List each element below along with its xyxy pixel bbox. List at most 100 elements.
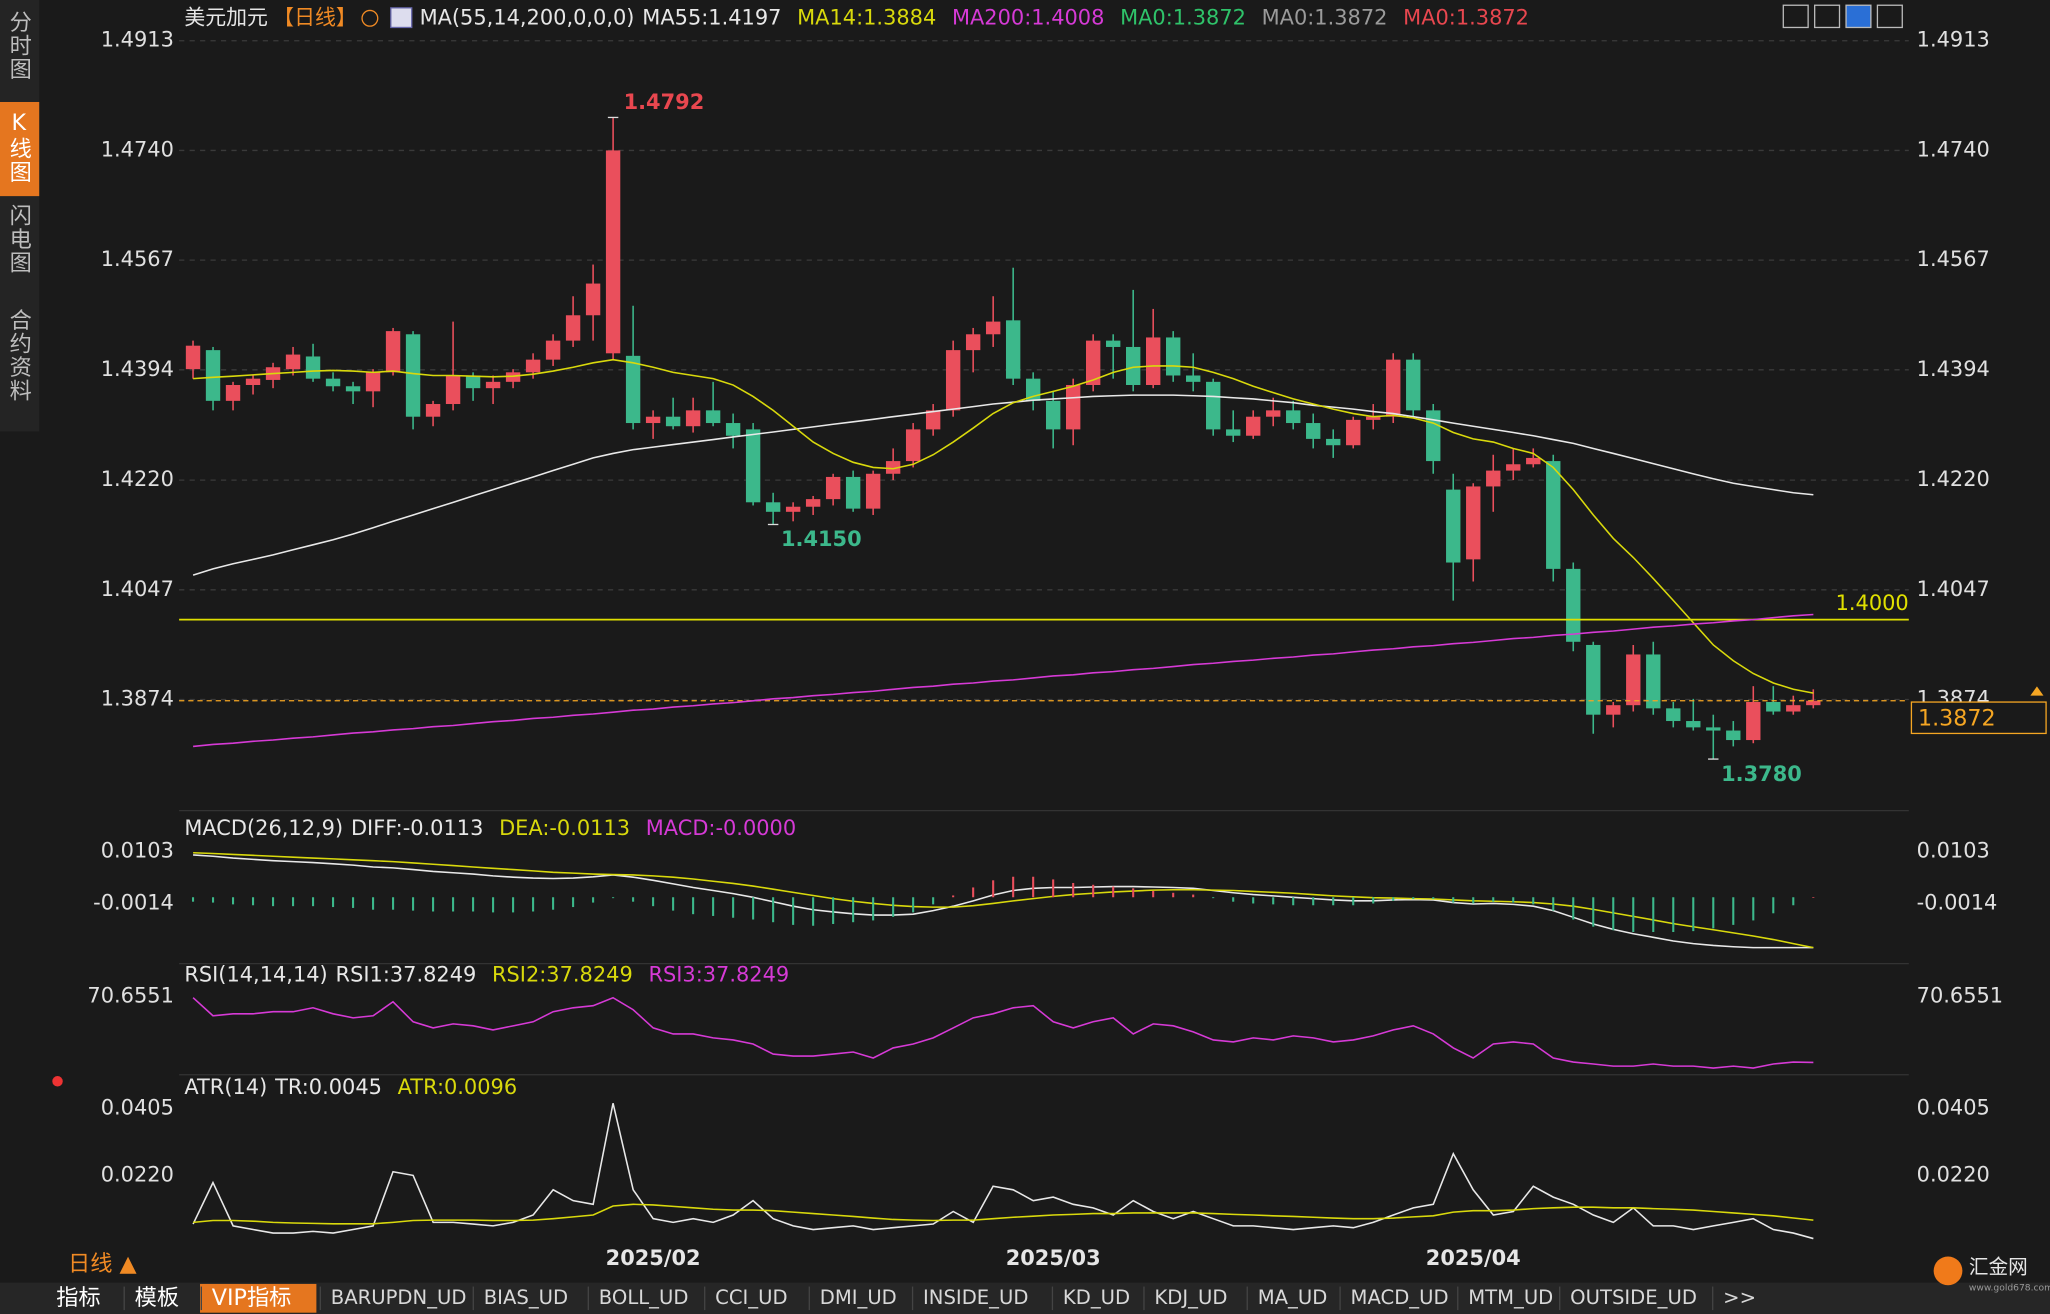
macd-bar <box>1492 897 1495 902</box>
macd-bar <box>932 897 935 905</box>
candle-body <box>245 378 261 386</box>
icon[interactable] <box>1845 4 1872 29</box>
icon[interactable] <box>1782 4 1809 29</box>
series-line <box>193 613 1814 748</box>
candle-body <box>1506 464 1521 471</box>
bottom-tab[interactable]: BOLL_UD <box>599 1286 689 1309</box>
candle-body <box>1766 702 1781 712</box>
macd-bar <box>992 880 995 898</box>
bottom-tab[interactable]: MA_UD <box>1258 1286 1328 1309</box>
macd-bar <box>752 897 755 920</box>
candle-body <box>1646 654 1661 709</box>
candle-body <box>1466 486 1481 560</box>
sidebar-tab[interactable]: K线图 <box>6 110 32 184</box>
chart-indicator: MA(55,14,200,0,0,0) <box>420 5 635 29</box>
sidebar-tab[interactable]: 分时图 <box>6 10 32 81</box>
macd-bar <box>1732 897 1735 925</box>
candle-body <box>665 416 681 427</box>
candle-body <box>445 375 461 405</box>
candle-body <box>1105 340 1121 347</box>
candle-body <box>285 354 301 370</box>
candle-body <box>745 429 761 503</box>
candle-body <box>605 150 621 354</box>
candle-body <box>1005 320 1021 379</box>
macd-bar <box>412 897 415 911</box>
macd-bar <box>872 897 875 921</box>
x-tick-label: 2025/03 <box>1006 1246 1101 1270</box>
candle-body <box>825 476 841 500</box>
macd-bar <box>1592 897 1595 927</box>
y-tick-label-right: 1.4913 <box>1917 28 1990 52</box>
macd-bar <box>972 887 975 898</box>
bottom-tab[interactable]: 模板 <box>135 1285 179 1311</box>
bottom-tab[interactable]: INSIDE_UD <box>923 1286 1028 1309</box>
macd-bar <box>1252 897 1255 904</box>
macd-bar <box>1652 897 1655 933</box>
candle-body <box>1346 419 1361 446</box>
candle-body <box>685 410 701 427</box>
candle-body <box>1626 654 1641 706</box>
period-switch[interactable]: 日线 ▲ <box>68 1251 137 1277</box>
y-tick-label: 0.0103 <box>101 838 174 862</box>
macd-bar <box>1232 897 1235 902</box>
candle-body <box>185 345 201 370</box>
bottom-tab[interactable]: BIAS_UD <box>484 1286 568 1309</box>
candle-body <box>525 359 541 373</box>
bottom-tab[interactable]: KDJ_UD <box>1154 1286 1227 1309</box>
candle-body <box>1206 381 1221 430</box>
toolbar-icons[interactable] <box>1782 4 1903 29</box>
bottom-tab[interactable]: VIP指标 <box>212 1285 292 1311</box>
high-label: 1.4792 <box>624 90 705 114</box>
macd-bar <box>1752 897 1755 921</box>
logo-icon <box>1933 1256 1963 1286</box>
indicator-icon[interactable] <box>52 1076 63 1087</box>
legend-entry: MA0:1.3872 <box>1120 5 1246 29</box>
legend-entry: ATR:0.0096 <box>398 1075 518 1099</box>
macd-bar <box>1532 897 1535 905</box>
macd-bar <box>352 897 355 908</box>
y-tick-label: 1.3874 <box>101 686 174 710</box>
legend-entry: MA0:1.3872 <box>1403 5 1529 29</box>
candle-body <box>1166 337 1181 376</box>
bottom-tab[interactable]: OUTSIDE_UD <box>1570 1286 1697 1309</box>
icon[interactable] <box>1814 4 1841 29</box>
last-price-box <box>1910 701 2047 735</box>
macd-bar <box>1052 879 1055 898</box>
y-tick-label: 1.4740 <box>101 137 174 161</box>
candle-body <box>1145 337 1161 386</box>
candle-body <box>305 356 321 379</box>
y-tick-label-right: 0.0220 <box>1917 1162 1990 1186</box>
macd-bar <box>832 897 835 924</box>
macd-bar <box>372 897 375 910</box>
candle-body <box>925 410 941 430</box>
bottom-tab[interactable]: CCI_UD <box>715 1286 787 1309</box>
bottom-tab[interactable]: KD_UD <box>1063 1286 1130 1309</box>
candle-body <box>225 385 241 401</box>
chart-icon[interactable] <box>390 7 413 29</box>
legend-entry: MA200:1.4008 <box>952 5 1104 29</box>
y-tick-label-right: 1.4567 <box>1917 247 1990 271</box>
bottom-tab[interactable]: BARUPDN_UD <box>331 1286 467 1309</box>
sidebar-tab[interactable]: 合约资料 <box>6 308 32 403</box>
candle-body <box>1786 705 1801 712</box>
icon[interactable] <box>1876 4 1903 29</box>
macd-bar <box>1552 897 1555 911</box>
crosshair-icon[interactable] <box>361 9 379 27</box>
bottom-tab[interactable]: MACD_UD <box>1351 1286 1449 1309</box>
candle-body <box>1426 410 1441 462</box>
candle-body <box>505 372 521 382</box>
y-tick-label-right: 70.6551 <box>1917 983 2003 1007</box>
bottom-tab[interactable]: MTM_UD <box>1468 1286 1553 1309</box>
y-tick-label-right: 0.0103 <box>1917 838 1990 862</box>
bottom-tab[interactable]: >> <box>1723 1286 1756 1309</box>
series-line <box>193 1203 1814 1225</box>
low-label: 1.4150 <box>781 527 862 551</box>
bottom-tab[interactable]: 指标 <box>56 1285 100 1311</box>
sidebar-tab[interactable]: 闪电图 <box>6 204 32 275</box>
legend-entry: RSI3:37.8249 <box>648 962 789 986</box>
active-tab-bg <box>200 1283 317 1313</box>
bottom-tab[interactable]: DMI_UD <box>820 1286 897 1309</box>
candle-body <box>325 378 341 387</box>
macd-bar <box>231 897 235 905</box>
macd-bar <box>272 897 275 907</box>
